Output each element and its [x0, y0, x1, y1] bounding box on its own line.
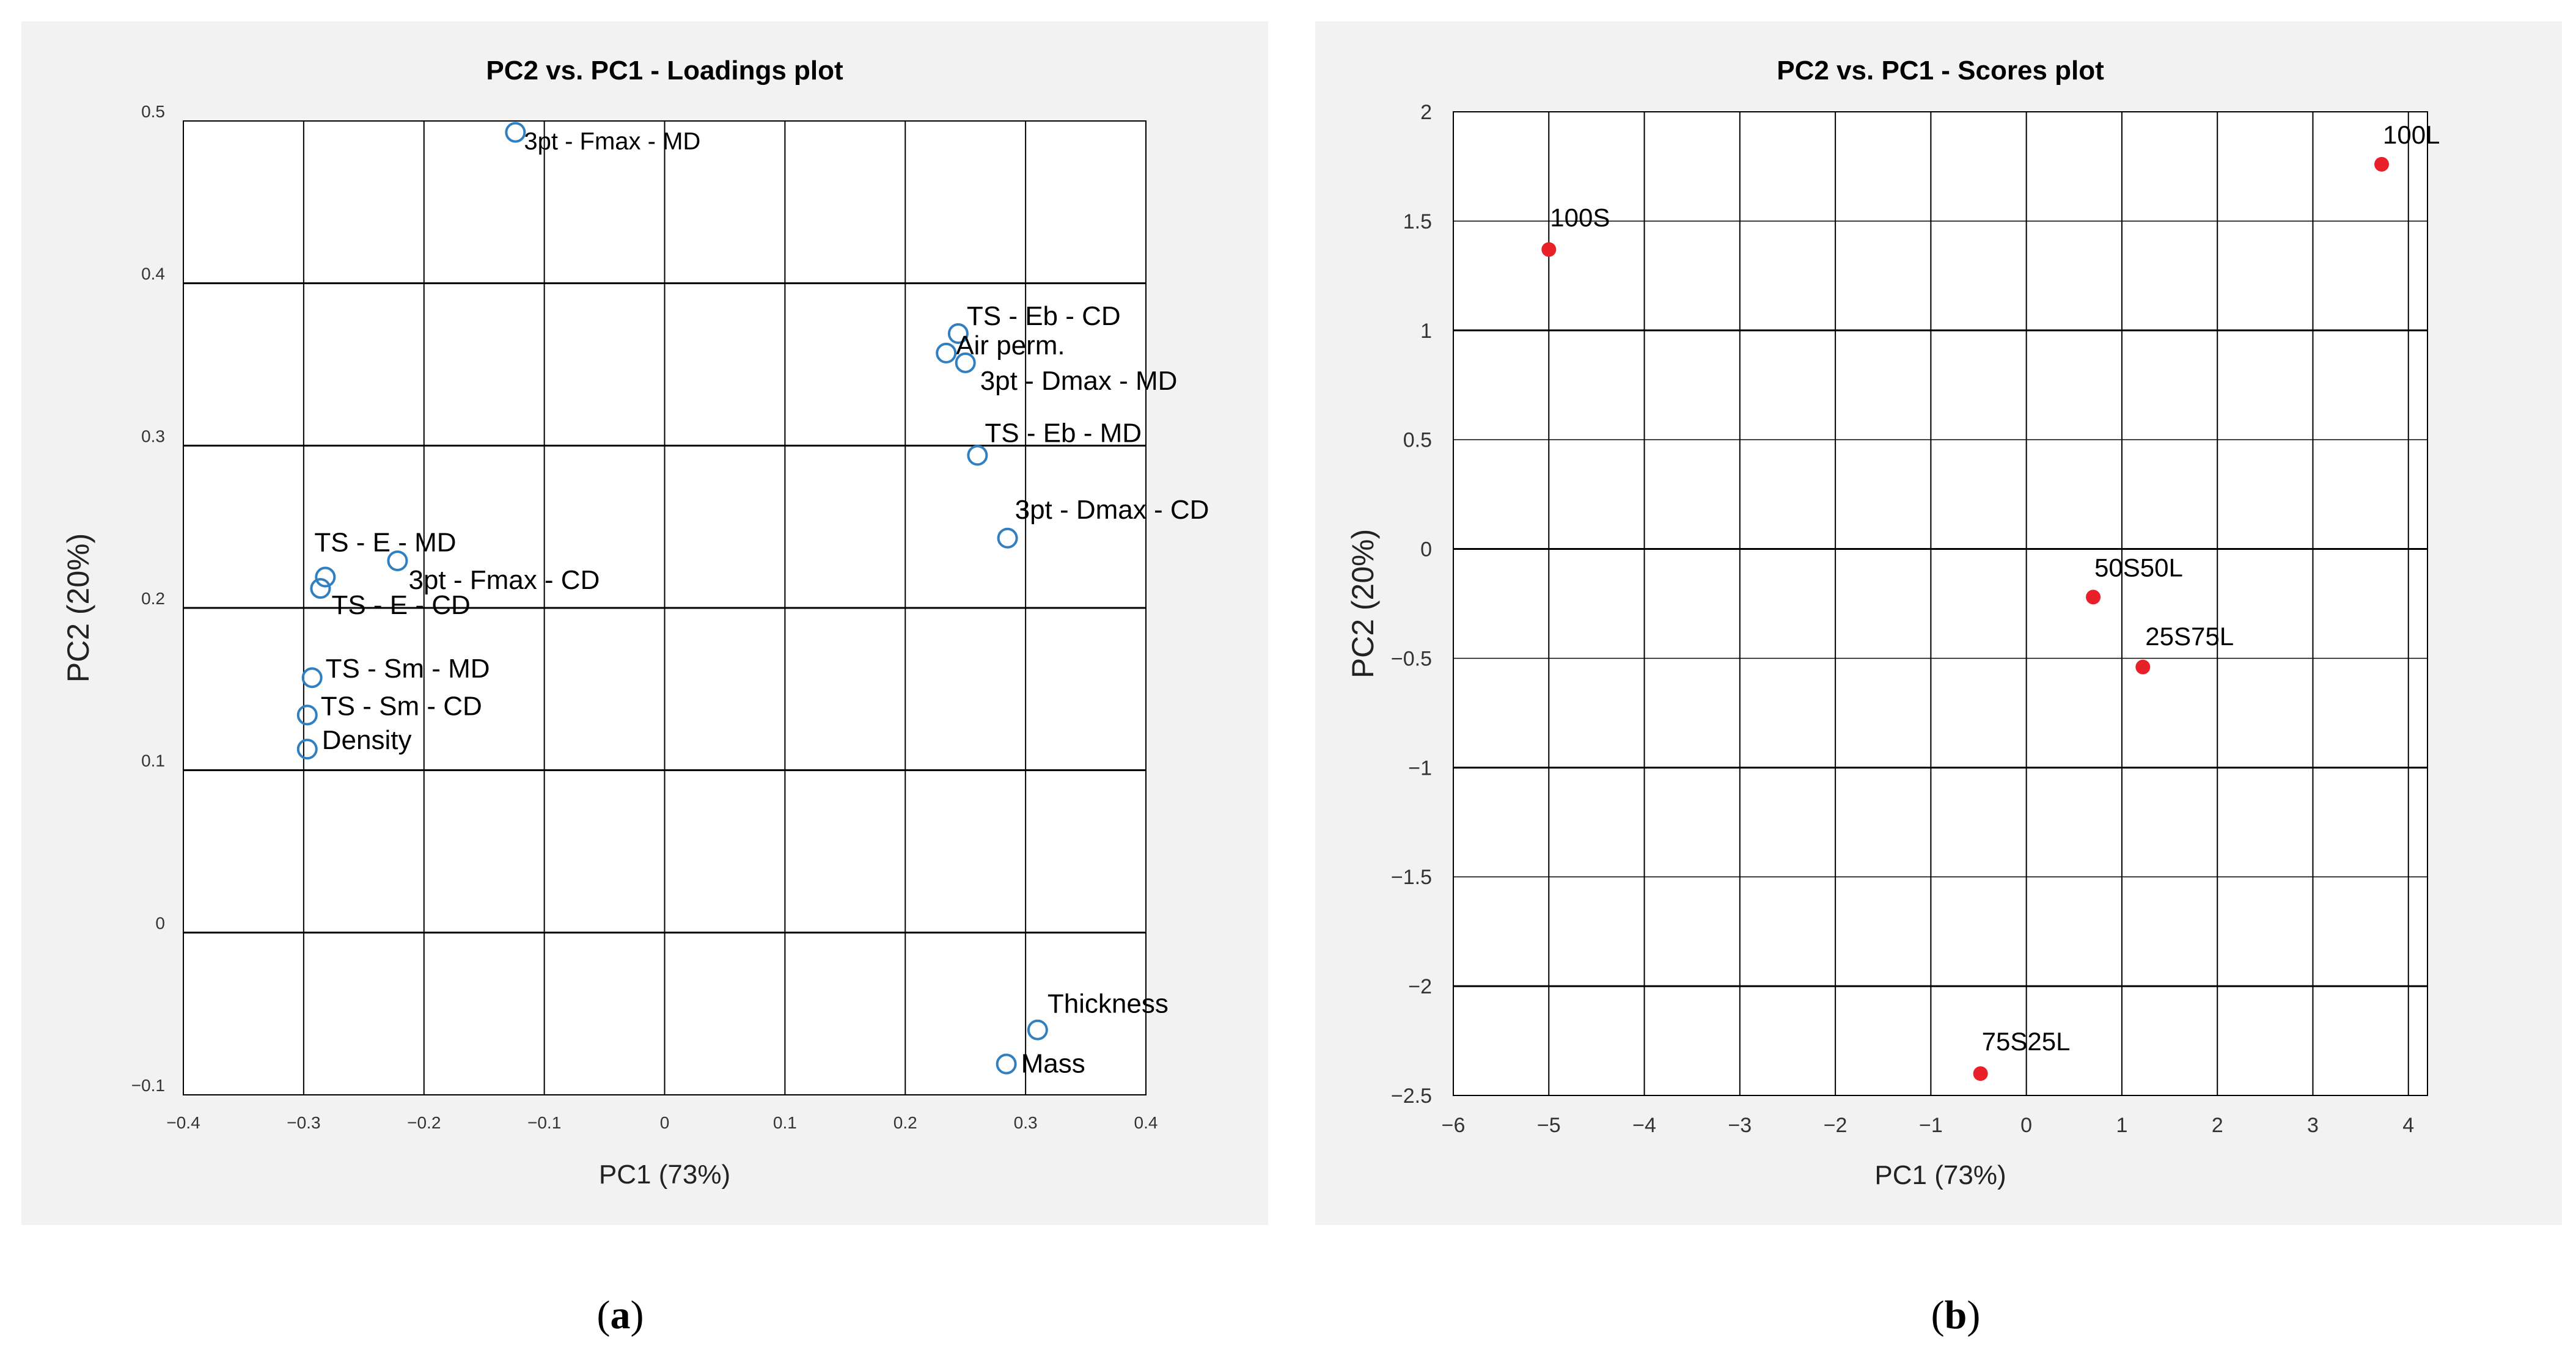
caption-b: (b)	[1895, 1292, 2017, 1339]
caption-a-close: )	[630, 1293, 644, 1337]
data-point	[2374, 156, 2389, 172]
x-tick-label: −0.3	[287, 1113, 320, 1132]
y-tick-label: 0.4	[141, 265, 165, 283]
data-label: TS - E - CD	[331, 590, 470, 620]
x-tick-label: −0.2	[407, 1113, 441, 1132]
y-tick-label: 2	[1420, 101, 1432, 124]
data-label: 3pt - Fmax - CD	[408, 565, 600, 595]
y-tick-label: 0	[1420, 538, 1432, 561]
y-tick-label: −1.5	[1391, 866, 1432, 889]
y-tick-label: 0.2	[141, 589, 165, 608]
data-label: Density	[322, 725, 412, 755]
x-tick-label: 4	[2402, 1114, 2414, 1137]
data-point	[947, 323, 969, 345]
data-point	[1541, 242, 1557, 257]
chart-title: PC2 vs. PC1 - Loadings plot	[486, 56, 843, 86]
caption-b-letter: b	[1944, 1293, 1967, 1337]
loadings-plot-panel: −0.4 −0.3 −0.2 −0.1 0 0.1 0.2 0.3 0.4 −0.1 0 0.1 0.2…	[21, 21, 1268, 1225]
data-label: 50S50L	[2094, 553, 2183, 582]
y-tick-label: 0.3	[141, 426, 165, 445]
scores-plot-panel: −6 −5 −4 −3 −2 −1 0 1 2 3 4 −2.5 −2 −1.5 −1 −0.5 0 0.5 1 1.…	[1315, 21, 2562, 1225]
y-axis-label: PC2 (20%)	[61, 533, 95, 683]
data-point	[505, 122, 526, 143]
y-tick-label: 0.5	[1403, 429, 1432, 452]
data-label: TS - Sm - CD	[321, 691, 482, 721]
data-point	[1027, 1019, 1048, 1040]
data-label: TS - Sm - MD	[326, 654, 490, 684]
x-axis-label: PC1 (73%)	[1874, 1160, 2006, 1190]
caption-a-open: (	[596, 1293, 611, 1337]
data-label: TS - E - MD	[314, 528, 456, 558]
x-tick-label: −0.1	[527, 1113, 561, 1132]
x-tick-label: 0	[2020, 1114, 2032, 1137]
chart-title: PC2 vs. PC1 - Scores plot	[1777, 56, 2104, 86]
data-label: Air perm.	[956, 331, 1065, 360]
y-tick-label: 0.5	[141, 102, 165, 121]
data-label: 3pt - Dmax - MD	[980, 366, 1178, 396]
data-point	[1973, 1066, 1988, 1081]
data-label: Thickness	[1048, 989, 1169, 1019]
y-tick-label: −2.5	[1391, 1084, 1432, 1108]
data-label: 100S	[1550, 203, 1610, 232]
data-label: TS - Eb - CD	[967, 301, 1121, 331]
caption-b-close: )	[1967, 1293, 1981, 1337]
caption-a-letter: a	[610, 1293, 631, 1337]
data-point	[2135, 659, 2151, 675]
data-label: 100L	[2383, 120, 2440, 149]
data-label: 75S25L	[1982, 1027, 2071, 1056]
x-tick-label: 2	[2212, 1114, 2223, 1137]
x-tick-label: 3	[2307, 1114, 2319, 1137]
data-point	[301, 667, 323, 689]
x-tick-label: −5	[1537, 1114, 1561, 1137]
data-point	[2086, 590, 2101, 605]
x-tick-label: 0.4	[1134, 1113, 1158, 1132]
x-tick-label: −1	[1919, 1114, 1943, 1137]
x-tick-label: 1	[2116, 1114, 2127, 1137]
loadings-plot: −0.4 −0.3 −0.2 −0.1 0 0.1 0.2 0.3 0.4 −0.1 0 0.1 0.2…	[61, 56, 1209, 1190]
y-tick-label: 0.1	[141, 751, 165, 770]
y-tick-label: 0	[155, 913, 165, 932]
data-point	[936, 342, 957, 364]
data-point	[996, 1053, 1017, 1075]
caption-b-open: (	[1931, 1293, 1945, 1337]
data-point	[967, 445, 988, 466]
data-label: TS - Eb - MD	[985, 418, 1142, 448]
x-tick-label: −6	[1442, 1114, 1466, 1137]
y-tick-label: 1.5	[1403, 210, 1432, 233]
data-label: 3pt - Dmax - CD	[1015, 495, 1209, 525]
x-tick-label: 0.2	[894, 1113, 917, 1132]
x-axis-label: PC1 (73%)	[599, 1160, 730, 1190]
data-point	[296, 704, 318, 726]
data-point	[955, 352, 976, 373]
data-label: 25S75L	[2145, 622, 2234, 651]
data-point	[997, 527, 1018, 549]
data-point	[315, 566, 336, 588]
scores-plot: −6 −5 −4 −3 −2 −1 0 1 2 3 4 −2.5 −2 −1.5 −1 −0.5 0 0.5 1 1.…	[1346, 56, 2440, 1190]
y-tick-label: 1	[1420, 320, 1432, 343]
x-tick-label: 0	[660, 1113, 670, 1132]
data-label: Mass	[1021, 1049, 1085, 1079]
x-tick-label: −3	[1728, 1114, 1752, 1137]
x-tick-label: −4	[1632, 1114, 1656, 1137]
x-tick-label: 0.1	[773, 1113, 797, 1132]
data-label: 3pt - Fmax - MD	[524, 128, 700, 155]
y-tick-label: −2	[1408, 975, 1432, 998]
data-point	[310, 578, 331, 599]
y-tick-label: −1	[1408, 756, 1432, 780]
y-axis-label: PC2 (20%)	[1346, 529, 1380, 679]
x-tick-label: 0.3	[1014, 1113, 1038, 1132]
data-point	[387, 550, 408, 571]
caption-a: (a)	[559, 1292, 681, 1339]
data-point	[296, 739, 318, 760]
y-tick-label: −0.1	[131, 1076, 165, 1095]
y-tick-label: −0.5	[1391, 647, 1432, 670]
x-tick-label: −2	[1824, 1114, 1848, 1137]
x-tick-label: −0.4	[166, 1113, 200, 1132]
plot-area	[1453, 111, 2428, 1096]
